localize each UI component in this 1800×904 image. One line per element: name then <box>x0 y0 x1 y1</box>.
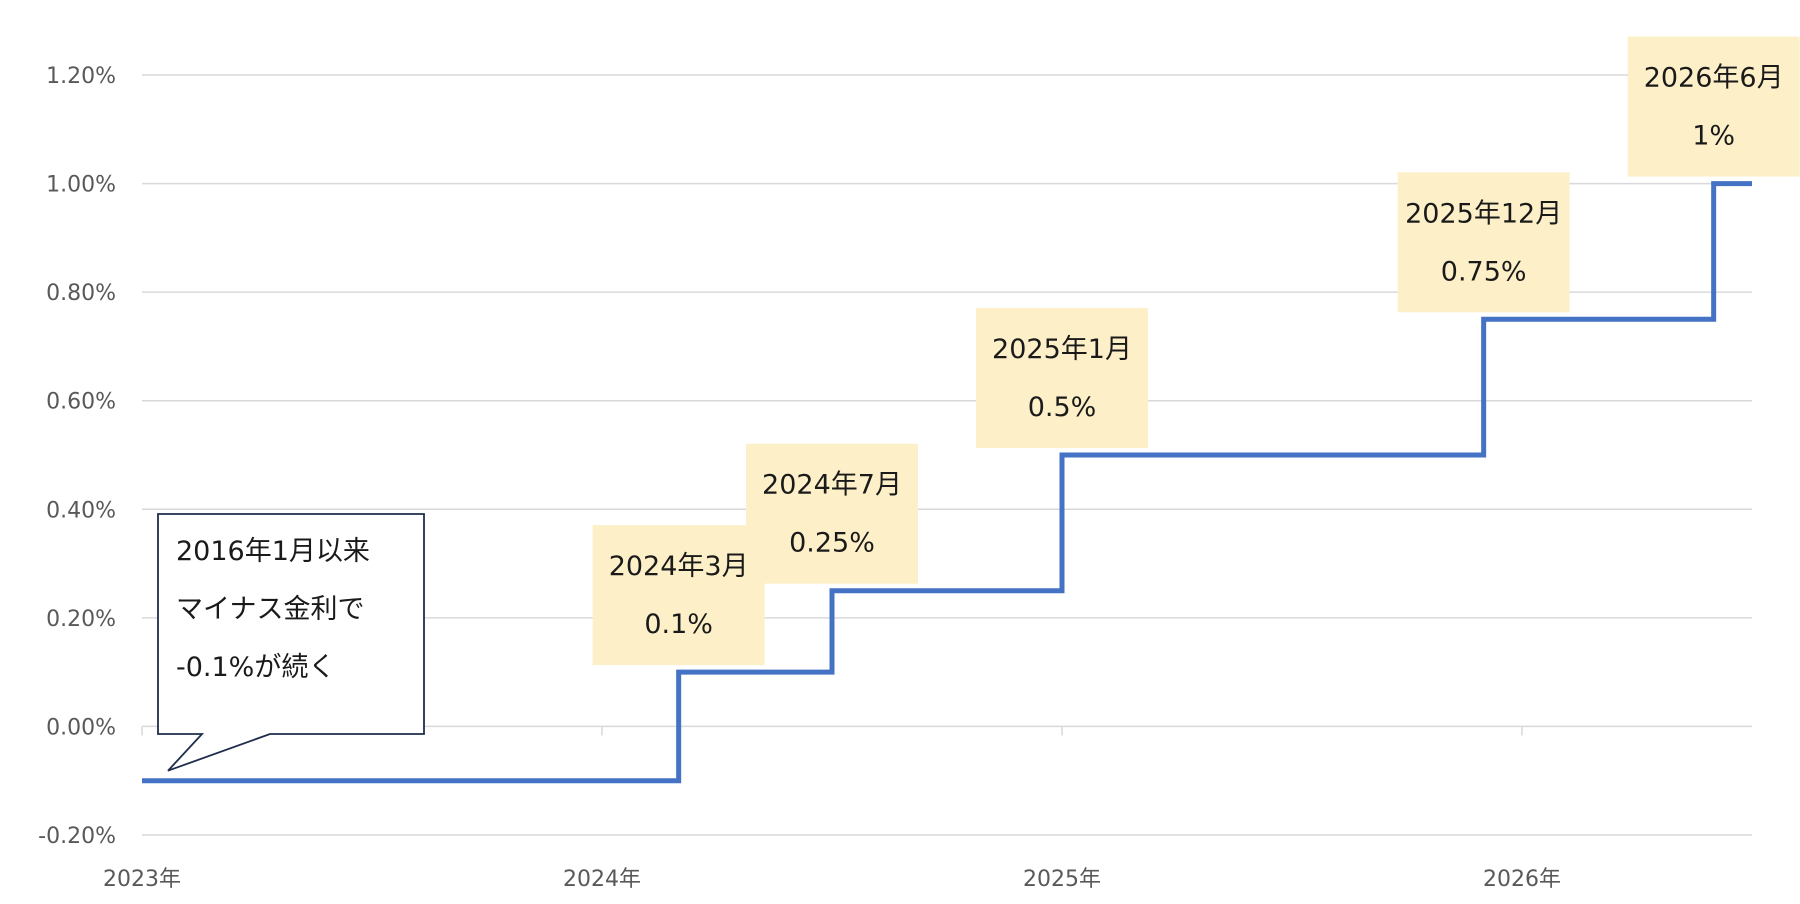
annotation-box <box>746 443 918 584</box>
annotation-date: 2024年3月 <box>609 551 749 582</box>
y-tick-label: 1.20% <box>46 64 116 89</box>
annotation-date: 2025年1月 <box>992 334 1132 365</box>
y-tick-label: -0.20% <box>38 824 116 849</box>
step-annotation: 2025年12月 0.75% <box>1397 172 1570 313</box>
y-tick-label: 0.60% <box>46 390 116 415</box>
annotation-value: 0.1% <box>644 609 713 640</box>
annotation-date: 2024年7月 <box>762 470 902 501</box>
step-annotation: 2026年6月 1% <box>1627 36 1800 177</box>
y-axis-ticks: 1.20% 1.00% 0.80% 0.60% 0.40% 0.20% 0.00% -0.20… <box>38 64 116 849</box>
step-annotation: 2024年3月 0.1% <box>592 525 765 666</box>
annotation-date: 2025年12月 <box>1405 198 1562 229</box>
y-tick-label: 0.40% <box>46 498 116 523</box>
annotation-box <box>1627 36 1800 177</box>
annotation-date: 2026年6月 <box>1644 63 1784 94</box>
x-tick-label: 2024年 <box>563 867 641 892</box>
annotation-box <box>592 525 765 666</box>
callout-line: 2016年1月以来 <box>176 536 370 567</box>
x-tick-label: 2025年 <box>1023 867 1101 892</box>
y-tick-label: 0.00% <box>46 715 116 740</box>
x-tick-label: 2023年 <box>103 867 181 892</box>
callout-line: マイナス金利で <box>176 594 364 625</box>
y-tick-label: 0.80% <box>46 281 116 306</box>
series-step-line <box>142 181 1752 784</box>
annotation-box <box>1397 172 1570 313</box>
annotation-value: 0.75% <box>1441 256 1527 287</box>
y-tick-label: 1.00% <box>46 173 116 198</box>
callout-bubble <box>157 513 425 772</box>
step-annotation: 2025年1月 0.5% <box>976 308 1148 448</box>
callout-line: -0.1%が続く <box>176 652 335 683</box>
step-annotation: 2024年7月 0.25% <box>746 443 918 584</box>
annotation-value: 0.5% <box>1028 392 1097 423</box>
series-layer <box>142 181 1752 784</box>
y-tick-label: 0.20% <box>46 607 116 632</box>
annotation-value: 0.25% <box>789 528 875 559</box>
annotation-layer: 2024年3月0.1%2024年7月0.25%2025年1月0.5%2025年1… <box>592 36 1800 666</box>
x-axis: 2023年 2024年 2025年 2026年 <box>103 726 1561 892</box>
annotation-value: 1% <box>1692 121 1735 152</box>
annotation-box <box>976 308 1148 448</box>
x-tick-label: 2026年 <box>1483 867 1561 892</box>
